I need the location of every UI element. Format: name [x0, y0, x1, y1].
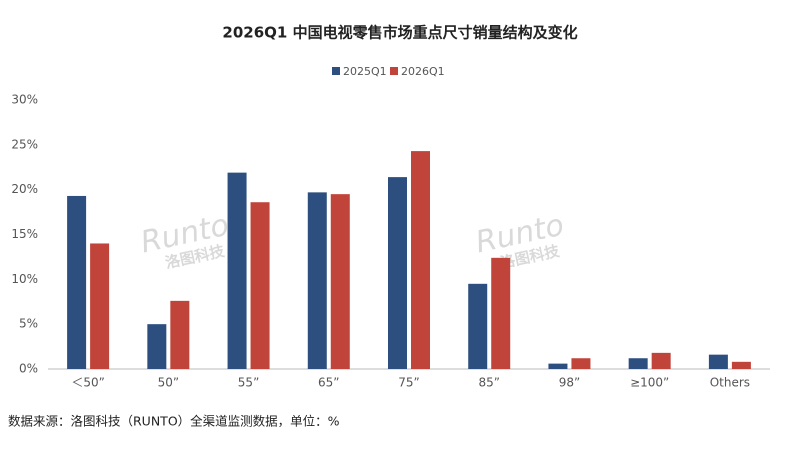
bar	[250, 202, 270, 369]
x-tick-label: 55”	[238, 376, 260, 390]
legend-label: 2026Q1	[401, 65, 445, 78]
bar	[491, 257, 511, 369]
bar	[411, 151, 430, 369]
bar	[468, 283, 488, 369]
bar	[388, 177, 407, 369]
bar	[147, 324, 167, 369]
legend-label: 2025Q1	[343, 65, 387, 78]
bar	[67, 195, 87, 369]
legend-swatch	[332, 67, 340, 75]
y-tick-label: 15%	[11, 227, 38, 241]
x-tick-label: ≥100”	[630, 376, 669, 390]
y-tick-label: 25%	[11, 137, 38, 151]
bar	[731, 361, 751, 369]
bar	[708, 354, 728, 369]
x-tick-label: 98”	[559, 376, 581, 390]
bar	[651, 352, 671, 369]
y-tick-label: 10%	[11, 272, 38, 286]
y-tick-label: 20%	[11, 182, 38, 196]
bar	[548, 363, 568, 369]
x-tick-label: 65”	[318, 376, 340, 390]
bar	[330, 194, 350, 369]
x-tick-label: 75”	[398, 376, 420, 390]
x-tick-label: ＜50”	[71, 376, 105, 390]
y-tick-label: 5%	[19, 317, 38, 331]
legend-swatch	[390, 67, 398, 75]
y-tick-label: 30%	[11, 93, 38, 107]
chart-title: 2026Q1 中国电视零售市场重点尺寸销量结构及变化	[222, 24, 577, 42]
x-tick-label: 50”	[158, 376, 180, 390]
bar	[227, 172, 247, 369]
bar	[90, 243, 110, 369]
bar	[170, 300, 190, 369]
x-tick-label: Others	[710, 376, 750, 390]
bar	[307, 192, 327, 369]
source-note: 数据来源：洛图科技（RUNTO）全渠道监测数据，单位：%	[8, 414, 340, 429]
bar	[628, 358, 648, 369]
x-tick-label: 85”	[478, 376, 500, 390]
y-tick-label: 0%	[19, 362, 38, 376]
bar	[571, 358, 591, 369]
